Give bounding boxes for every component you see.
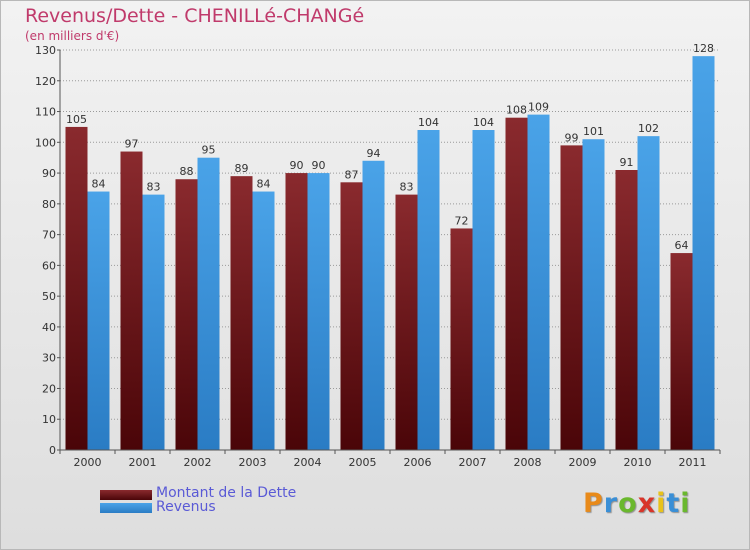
legend-label-debt: Montant de la Dette: [156, 485, 297, 501]
proxiti-logo: Proxiti: [583, 488, 691, 519]
logo-letter: o: [618, 488, 638, 519]
bar-revenus: [637, 136, 660, 450]
legend-label-revenus: Revenus: [156, 499, 216, 515]
x-tick-label: 2004: [294, 456, 322, 469]
bar-debt: [560, 145, 583, 450]
data-label-revenus: 90: [312, 159, 326, 172]
data-label-revenus: 101: [583, 125, 604, 138]
legend-swatch-debt: [100, 490, 152, 500]
data-label-debt: 88: [180, 165, 194, 178]
x-tick-label: 2007: [459, 456, 487, 469]
data-label-revenus: 95: [202, 144, 216, 157]
x-tick-label: 2011: [679, 456, 707, 469]
y-tick-label: 0: [49, 444, 56, 457]
bar-debt: [395, 194, 418, 450]
x-tick-label: 2003: [239, 456, 267, 469]
bar-revenus: [417, 130, 440, 450]
bar-revenus: [472, 130, 495, 450]
y-tick-label: 80: [42, 198, 56, 211]
chart-subtitle: (en milliers d'€): [25, 29, 120, 43]
bar-revenus: [692, 56, 715, 451]
bar-revenus: [252, 191, 275, 451]
legend-swatch-revenus: [100, 503, 152, 513]
x-tick-label: 2005: [349, 456, 377, 469]
bar-debt: [65, 126, 88, 450]
y-tick-label: 60: [42, 259, 56, 272]
bar-revenus: [527, 114, 550, 450]
y-tick-label: 70: [42, 229, 56, 242]
x-tick-label: 2008: [514, 456, 542, 469]
y-tick-label: 130: [35, 44, 56, 57]
data-label-debt: 72: [455, 214, 469, 227]
logo-letter: i: [656, 488, 667, 519]
bar-debt: [285, 173, 308, 451]
x-tick-label: 2000: [74, 456, 102, 469]
data-label-revenus: 104: [473, 116, 494, 129]
bar-debt: [175, 179, 198, 450]
bar-revenus: [582, 139, 605, 450]
data-label-revenus: 83: [147, 181, 161, 194]
y-tick-label: 20: [42, 382, 56, 395]
y-tick-label: 50: [42, 290, 56, 303]
bar-debt: [450, 228, 473, 450]
data-label-revenus: 109: [528, 101, 549, 114]
data-label-debt: 99: [565, 131, 579, 144]
data-label-debt: 108: [506, 104, 527, 117]
bar-revenus: [197, 157, 220, 450]
data-label-debt: 90: [290, 159, 304, 172]
y-tick-label: 100: [35, 136, 56, 149]
data-label-debt: 105: [66, 113, 87, 126]
data-label-debt: 64: [675, 239, 689, 252]
bar-debt: [230, 176, 253, 450]
x-tick-label: 2010: [624, 456, 652, 469]
bar-revenus: [142, 194, 165, 450]
bar-debt: [120, 151, 143, 451]
data-label-revenus: 94: [367, 147, 381, 160]
data-label-revenus: 102: [638, 122, 659, 135]
data-label-revenus: 128: [693, 42, 714, 55]
data-label-debt: 91: [620, 156, 634, 169]
x-tick-label: 2009: [569, 456, 597, 469]
y-tick-label: 120: [35, 75, 56, 88]
logo-letter: P: [583, 488, 604, 519]
data-label-debt: 89: [235, 162, 249, 175]
y-tick-label: 30: [42, 352, 56, 365]
data-label-revenus: 84: [92, 178, 106, 191]
logo-letter: x: [637, 488, 657, 519]
logo-letter: r: [603, 488, 619, 519]
bar-revenus: [87, 191, 110, 451]
bar-debt: [615, 170, 638, 450]
y-tick-label: 40: [42, 321, 56, 334]
bar-debt: [340, 182, 363, 451]
y-tick-label: 90: [42, 167, 56, 180]
bar-debt: [505, 117, 528, 450]
data-label-debt: 83: [400, 181, 414, 194]
x-tick-label: 2001: [129, 456, 157, 469]
data-label-revenus: 84: [257, 178, 271, 191]
data-label-debt: 87: [345, 168, 359, 181]
chart-title: Revenus/Dette - CHENILLé-CHANGé: [25, 5, 365, 27]
x-tick-label: 2006: [404, 456, 432, 469]
data-label-revenus: 104: [418, 116, 439, 129]
bar-debt: [670, 253, 693, 450]
x-tick-label: 2002: [184, 456, 212, 469]
logo-letter: i: [680, 488, 691, 519]
bar-revenus: [307, 173, 330, 451]
bar-revenus: [362, 160, 385, 450]
data-label-debt: 97: [125, 138, 139, 151]
y-tick-label: 110: [35, 106, 56, 119]
logo-letter: t: [666, 488, 681, 519]
y-tick-label: 10: [42, 413, 56, 426]
